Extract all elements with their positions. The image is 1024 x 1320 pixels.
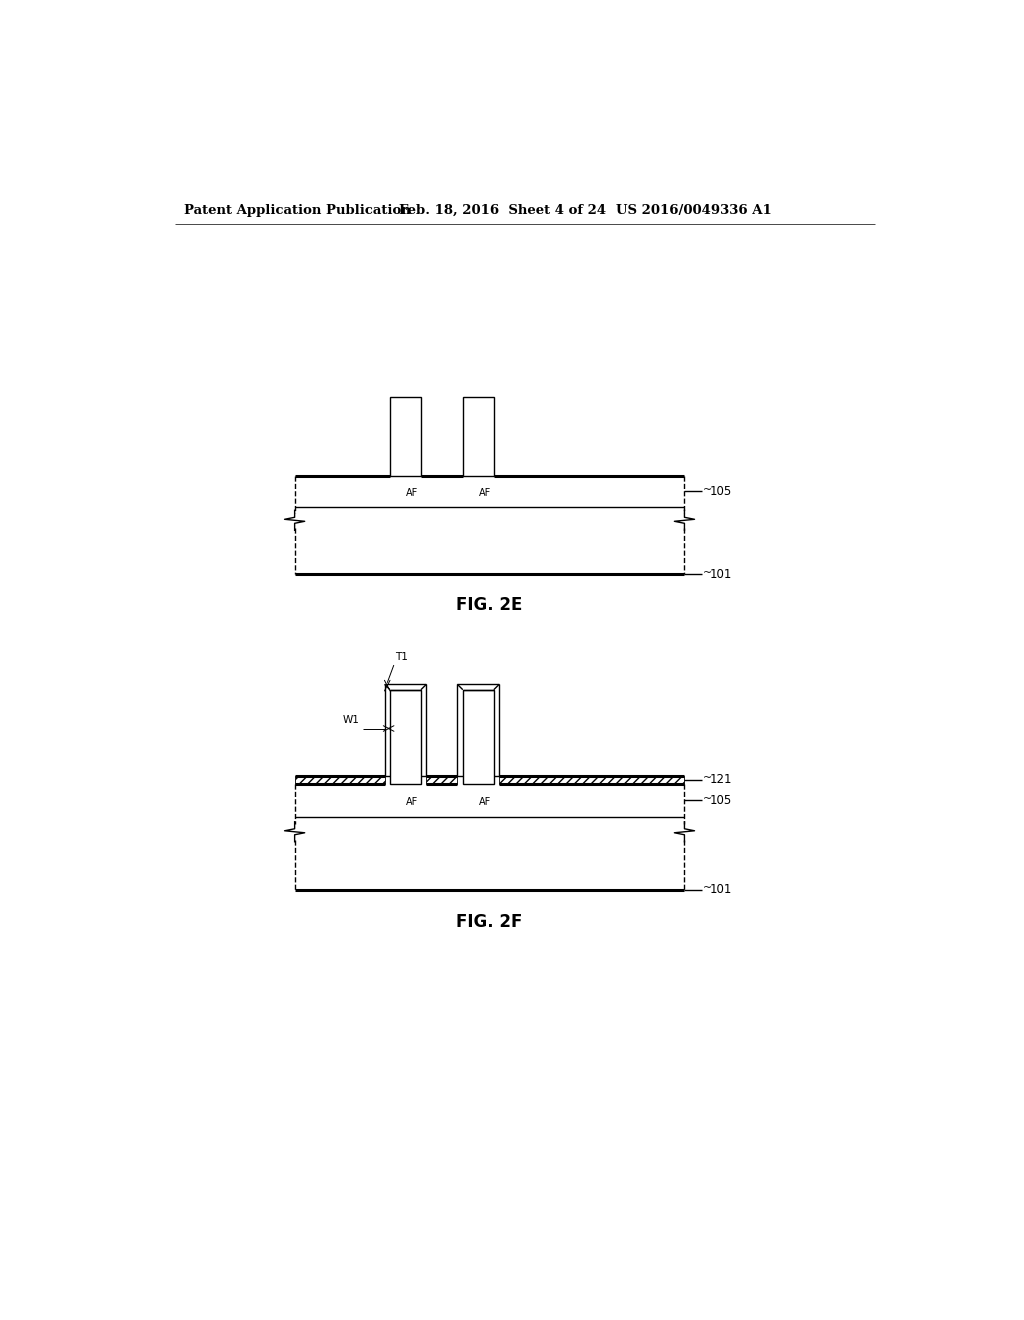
Text: Feb. 18, 2016  Sheet 4 of 24: Feb. 18, 2016 Sheet 4 of 24 [399,205,606,218]
Text: ~: ~ [703,774,713,783]
Bar [390,397,421,475]
Text: 101: 101 [710,883,731,896]
Bar [463,690,494,784]
Text: 101: 101 [710,568,731,581]
Bar [463,397,494,475]
Text: AF: AF [479,488,492,498]
Text: FIG. 2E: FIG. 2E [457,597,522,614]
Text: ~: ~ [703,484,713,495]
Text: T1: T1 [395,652,409,663]
Text: AF: AF [479,797,492,807]
Text: FIG. 2F: FIG. 2F [457,913,522,931]
Text: ~: ~ [703,883,713,894]
Text: ~: ~ [703,568,713,578]
Text: 121: 121 [710,774,732,787]
Bar [500,776,684,784]
Text: AF: AF [407,797,419,807]
Text: 105: 105 [710,484,731,498]
Text: 105: 105 [710,793,731,807]
Text: Patent Application Publication: Patent Application Publication [183,205,411,218]
Text: ~: ~ [703,793,713,804]
Bar [295,776,385,784]
Bar [426,776,458,784]
Text: AF: AF [407,488,419,498]
Text: US 2016/0049336 A1: US 2016/0049336 A1 [616,205,772,218]
Bar [390,690,421,784]
Text: W1: W1 [343,715,359,726]
